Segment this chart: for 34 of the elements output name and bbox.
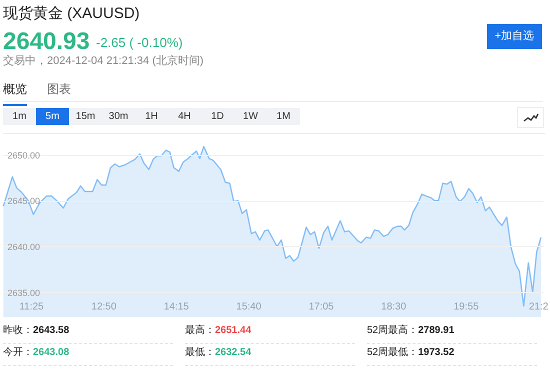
text: 1m	[12, 110, 28, 124]
text: 5m	[36, 108, 69, 125]
text: 52周最高：2789.91	[367, 325, 454, 336]
text: 1M	[276, 110, 292, 124]
x-tick-label: 15:40	[236, 302, 262, 312]
text: 今开：2643.08	[3, 347, 70, 358]
text: 1H	[144, 110, 159, 124]
x-tick-label: 21:2	[528, 302, 549, 312]
y-tick-label: 2650.00	[8, 150, 40, 160]
text: 2640.93	[3, 28, 90, 55]
x-tick-label: 14:15	[164, 302, 190, 312]
text: 图表	[47, 81, 71, 98]
text: -2.65 ( -0.10%)	[96, 35, 183, 50]
text: 最低：2632.54	[185, 347, 252, 358]
text: 最高：2651.44	[185, 325, 252, 336]
x-tick-label: 11:25	[19, 302, 44, 312]
text: +加自选	[487, 24, 542, 49]
text: 4H	[177, 110, 192, 124]
x-tick-label: 19:55	[454, 302, 480, 312]
x-tick-label: 17:05	[308, 302, 334, 312]
text: 1W	[242, 110, 259, 124]
text: 52周最低：1973.52	[367, 347, 454, 358]
text: 30m	[108, 110, 130, 124]
text: 概览	[3, 81, 27, 106]
y-tick-label: 2645.00	[8, 196, 40, 206]
text: 交易中，2024-12-04 21:21:34 (北京时间)	[3, 54, 204, 68]
chart-title: 现货黄金 (XAUUSD)	[3, 4, 140, 23]
x-tick-label: 12:50	[91, 302, 117, 312]
text: 昨收：2643.58	[3, 325, 70, 336]
text: 1D	[210, 110, 225, 124]
y-tick-label: 2635.00	[8, 288, 40, 298]
x-tick-label: 18:30	[381, 302, 407, 312]
text: 15m	[74, 110, 96, 124]
y-tick-label: 2640.00	[8, 242, 40, 252]
